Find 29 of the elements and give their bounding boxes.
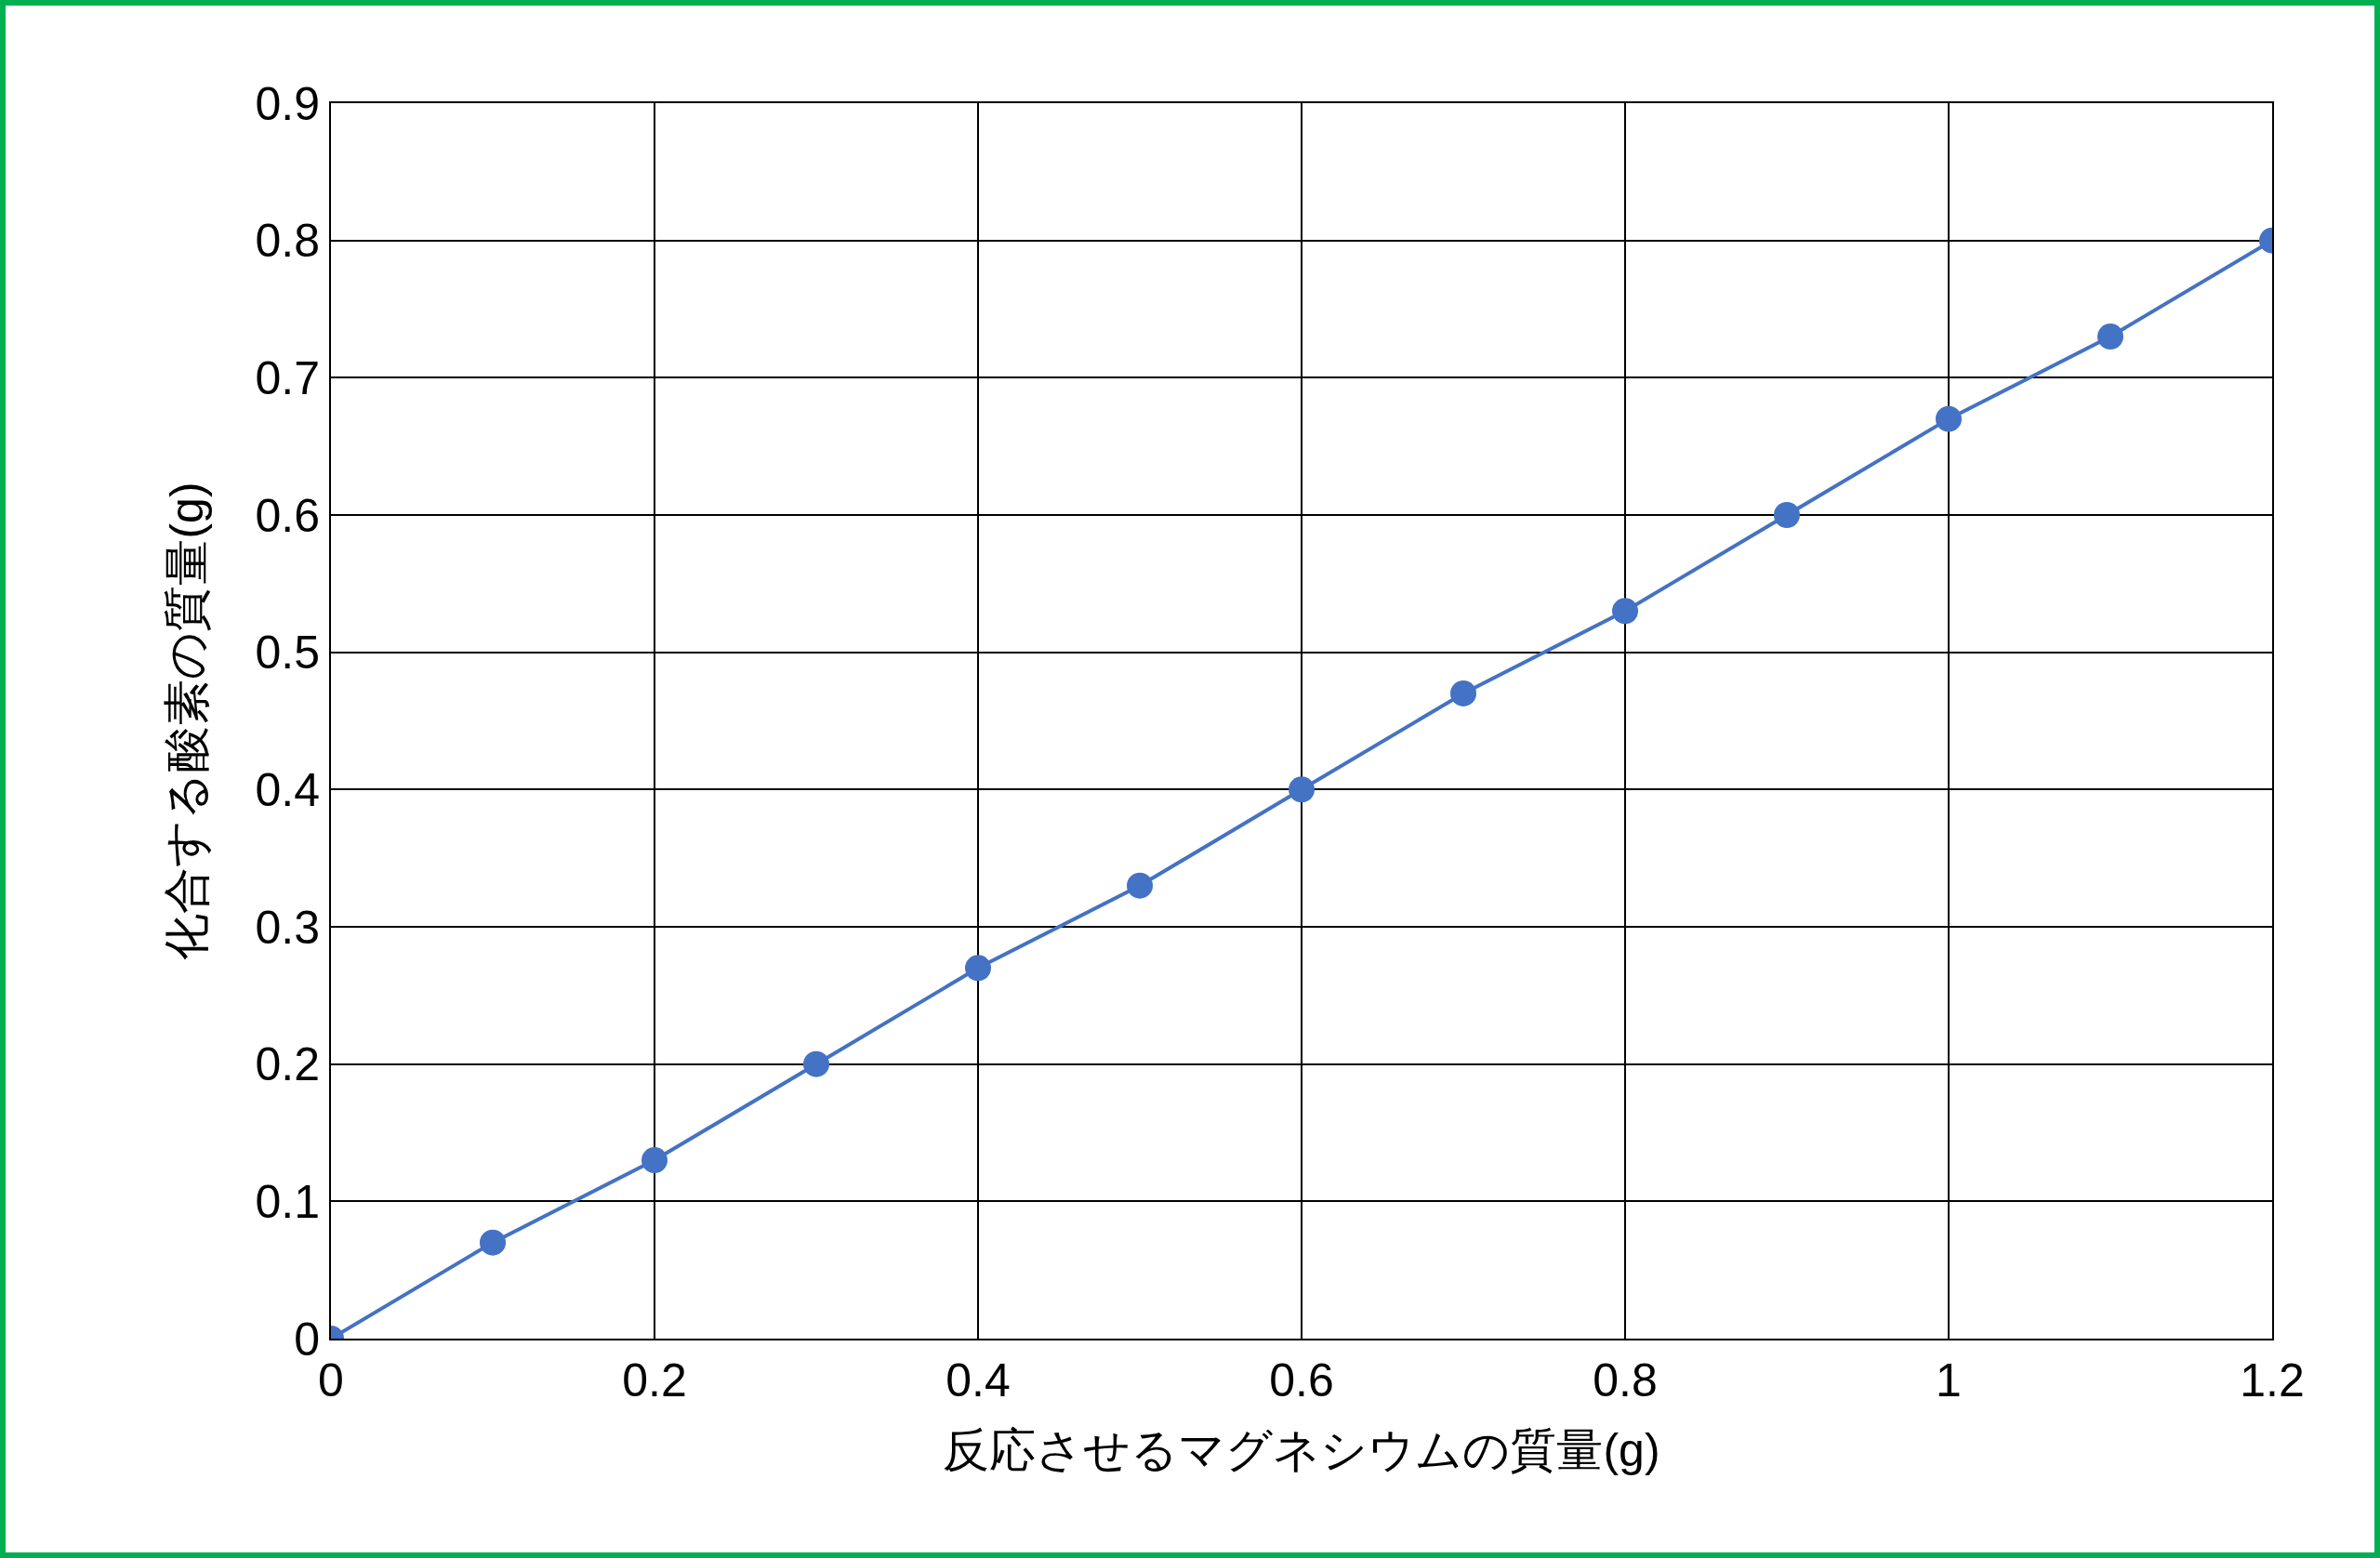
point	[1612, 598, 1638, 625]
x-tick-label: 0.2	[622, 1354, 687, 1406]
point	[480, 1229, 506, 1256]
y-tick-label: 0.3	[255, 901, 320, 954]
point	[1774, 502, 1800, 528]
x-axis-title: 反応させるマグネシウムの質量(g)	[943, 1424, 1660, 1476]
y-tick-label: 0.4	[255, 763, 320, 816]
point	[803, 1050, 829, 1077]
y-axis-title: 化合する酸素の質量(g)	[160, 482, 213, 960]
point	[641, 1147, 668, 1174]
point	[1450, 680, 1476, 706]
x-tick-label: 0.8	[1593, 1354, 1658, 1406]
x-tick-label: 0.6	[1269, 1354, 1334, 1406]
x-tick-label: 1	[1936, 1354, 1962, 1406]
y-tick-label: 0.1	[255, 1175, 320, 1228]
y-tick-label: 0.5	[255, 627, 320, 680]
x-tick-label: 0.4	[945, 1354, 1011, 1406]
point	[1127, 872, 1153, 899]
y-tick-label: 0.9	[255, 77, 320, 130]
point	[1289, 776, 1315, 803]
point	[1936, 405, 1962, 432]
y-tick-label: 0.2	[255, 1038, 320, 1091]
y-tick-label: 0.8	[255, 215, 320, 268]
y-tick-label: 0	[294, 1313, 320, 1366]
y-tick-label: 0.6	[255, 489, 320, 542]
y-tick-label: 0.7	[255, 351, 320, 404]
point	[965, 955, 991, 982]
x-tick-label: 1.2	[2240, 1354, 2305, 1406]
point	[2097, 323, 2123, 350]
